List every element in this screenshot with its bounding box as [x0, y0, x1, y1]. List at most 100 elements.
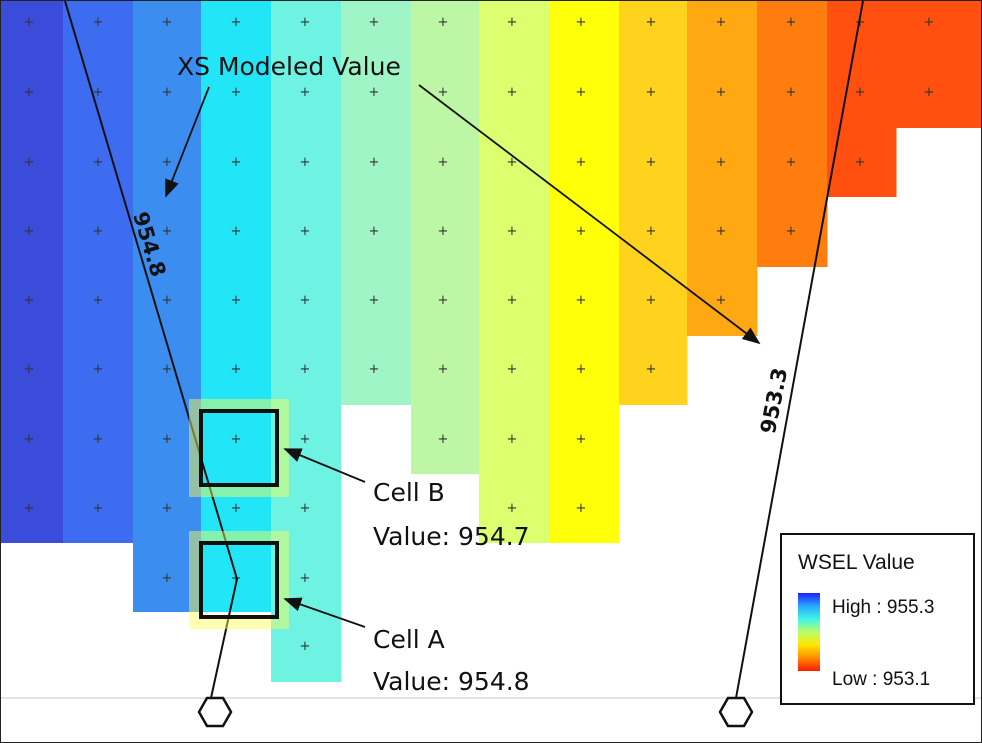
arrow-xs-left	[165, 86, 210, 198]
raster-column	[63, 1, 134, 543]
cell-center-marker: +	[646, 224, 657, 239]
cell-center-marker: +	[300, 639, 311, 654]
cell-center-marker: +	[786, 15, 797, 30]
cell-center-marker: +	[786, 155, 797, 170]
raster-column	[619, 1, 688, 405]
cell-center-marker: +	[300, 571, 311, 586]
cell-center-marker: +	[438, 293, 449, 308]
raster-column	[757, 1, 828, 267]
cell-center-marker: +	[162, 293, 173, 308]
cell-center-marker: +	[24, 501, 35, 516]
cell-center-marker: +	[716, 155, 727, 170]
cell-center-marker: +	[507, 15, 518, 30]
cell-center-marker: +	[576, 432, 587, 447]
cell-center-marker: +	[576, 224, 587, 239]
cell-center-marker: +	[646, 15, 657, 30]
raster-column	[965, 1, 981, 128]
cell-center-marker: +	[646, 85, 657, 100]
xs-right-end-marker[interactable]	[718, 696, 754, 728]
cell-center-marker: +	[162, 224, 173, 239]
cell-center-marker: +	[300, 85, 311, 100]
cell-center-marker: +	[507, 293, 518, 308]
cell-center-marker: +	[162, 432, 173, 447]
legend: WSEL Value High : 955.3 Low : 953.1	[780, 533, 975, 705]
cell-center-marker: +	[300, 432, 311, 447]
cell-center-marker: +	[507, 85, 518, 100]
legend-color-ramp	[798, 593, 820, 671]
cell-b-value-label: Value: 954.7	[373, 522, 530, 551]
cell-center-marker: +	[716, 293, 727, 308]
cell-center-marker: +	[855, 85, 866, 100]
cell-center-marker: +	[646, 155, 657, 170]
cell-center-marker: +	[24, 155, 35, 170]
cell-center-marker: +	[24, 432, 35, 447]
cell-center-marker: +	[93, 362, 104, 377]
cell-center-marker: +	[300, 224, 311, 239]
cell-center-marker: +	[231, 224, 242, 239]
cell-center-marker: +	[646, 293, 657, 308]
cell-b-highlight[interactable]	[199, 409, 279, 487]
cell-center-marker: +	[24, 15, 35, 30]
cell-center-marker: +	[924, 85, 935, 100]
cell-center-marker: +	[716, 15, 727, 30]
cell-center-marker: +	[576, 85, 587, 100]
cell-center-marker: +	[93, 15, 104, 30]
cell-center-marker: +	[162, 155, 173, 170]
cell-b-glow	[189, 399, 289, 497]
raster-column	[411, 1, 480, 474]
cell-center-marker: +	[162, 85, 173, 100]
raster-column	[201, 1, 272, 612]
cell-center-marker: +	[369, 15, 380, 30]
cell-center-marker: +	[231, 15, 242, 30]
cell-center-marker: +	[369, 293, 380, 308]
cell-center-marker: +	[438, 432, 449, 447]
raster-column	[133, 1, 202, 612]
cell-a-highlight[interactable]	[199, 541, 279, 619]
cell-center-marker: +	[93, 432, 104, 447]
cell-center-marker: +	[576, 501, 587, 516]
cell-center-marker: +	[93, 155, 104, 170]
cell-center-marker: +	[855, 155, 866, 170]
cell-center-marker: +	[507, 362, 518, 377]
arrow-xs-right	[418, 84, 761, 345]
cell-center-marker: +	[93, 293, 104, 308]
cell-b-name-label: Cell B	[373, 478, 445, 507]
raster-column	[271, 1, 342, 682]
cell-center-marker: +	[93, 224, 104, 239]
cell-center-marker: +	[231, 432, 242, 447]
cell-center-marker: +	[507, 501, 518, 516]
cell-center-marker: +	[231, 501, 242, 516]
cell-center-marker: +	[162, 501, 173, 516]
cell-center-marker: +	[576, 15, 587, 30]
legend-low-label: Low : 953.1	[832, 669, 931, 690]
raster-column	[1, 1, 64, 543]
cell-center-marker: +	[300, 15, 311, 30]
cell-center-marker: +	[369, 85, 380, 100]
xs-line-right[interactable]	[735, 1, 864, 699]
cell-a-value-label: Value: 954.8	[373, 667, 530, 696]
cell-center-marker: +	[369, 362, 380, 377]
cell-center-marker: +	[162, 15, 173, 30]
cell-center-marker: +	[507, 155, 518, 170]
cell-center-marker: +	[507, 224, 518, 239]
arrow-cell-a	[283, 597, 366, 628]
raster-column	[479, 1, 550, 543]
cell-a-name-label: Cell A	[373, 625, 445, 654]
cell-center-marker: +	[93, 85, 104, 100]
xs-left-end-marker[interactable]	[197, 696, 233, 728]
xs-line-left[interactable]	[64, 1, 239, 699]
cell-center-marker: +	[576, 362, 587, 377]
cell-center-marker: +	[507, 432, 518, 447]
cell-center-marker: +	[438, 85, 449, 100]
cell-center-marker: +	[716, 85, 727, 100]
cell-center-marker: +	[231, 293, 242, 308]
raster-column	[341, 1, 412, 474]
wsel-raster-cells	[1, 1, 981, 682]
cell-center-marker: +	[786, 224, 797, 239]
cell-a-glow	[189, 531, 289, 629]
cell-center-marker: +	[576, 155, 587, 170]
cell-center-marker: +	[300, 293, 311, 308]
cell-center-marker: +	[438, 15, 449, 30]
